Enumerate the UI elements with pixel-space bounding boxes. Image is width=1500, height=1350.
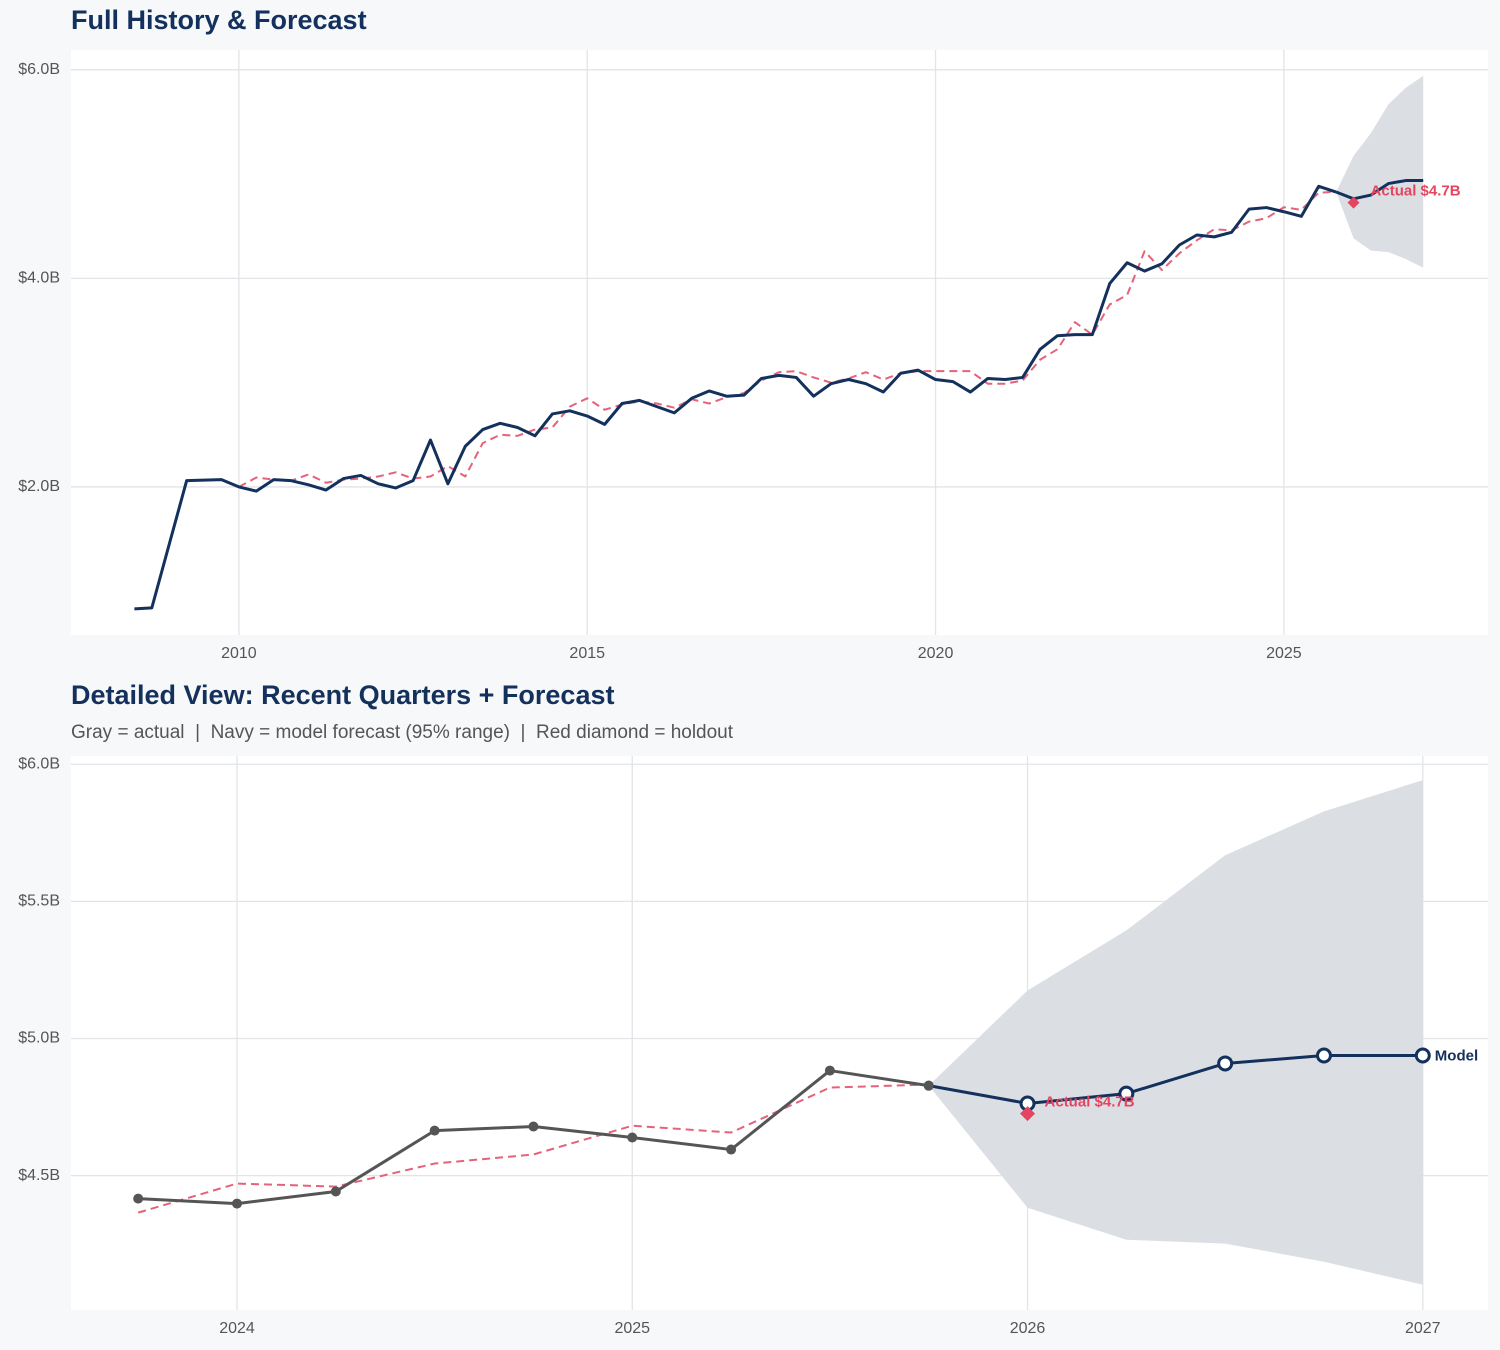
x-tick-label: 2026 [1010, 1320, 1046, 1337]
forecast-point [1217, 1055, 1234, 1072]
plot-area [71, 50, 1488, 635]
point [232, 1198, 243, 1209]
forecast-band [1336, 75, 1424, 268]
chart-subtitle: Gray = actual | Navy = model forecast (9… [71, 722, 734, 743]
x-tick-label: 2025 [614, 1320, 650, 1337]
forecast-point [1414, 1047, 1431, 1064]
point [726, 1144, 737, 1155]
point [528, 1121, 539, 1132]
y-tick-label: $4.5B [18, 1167, 60, 1184]
y-tick-label: $2.0B [18, 478, 60, 495]
series-line [134, 184, 1337, 611]
chart-title: Detailed View: Recent Quarters + Forecas… [71, 680, 614, 710]
point [133, 1193, 144, 1204]
holdout-diamond [1020, 1106, 1036, 1122]
x-tick-label: 2027 [1405, 1320, 1441, 1337]
holdout-label: Actual $4.7B [1371, 183, 1461, 200]
point [824, 1065, 835, 1076]
x-tick-label: 2010 [221, 645, 257, 662]
series-line [1335, 179, 1424, 201]
forecast-point [1118, 1085, 1135, 1102]
point [627, 1132, 638, 1143]
forecast-point [1315, 1047, 1332, 1064]
point [429, 1125, 440, 1136]
series-end-label: Model [1435, 1047, 1478, 1064]
x-tick-label: 2024 [219, 1320, 255, 1337]
y-tick-label: $6.0B [18, 755, 60, 772]
y-tick-label: $4.0B [18, 270, 60, 287]
point [923, 1080, 934, 1091]
y-tick-label: $6.0B [18, 61, 60, 78]
holdout-label: Actual $4.7B [1045, 1094, 1135, 1111]
holdout-diamond [1347, 196, 1360, 209]
fitted-line [238, 190, 1337, 488]
x-tick-label: 2025 [1266, 645, 1302, 662]
chart-title: Full History & Forecast [71, 5, 367, 35]
y-tick-label: $5.5B [18, 893, 60, 910]
x-tick-label: 2020 [918, 645, 954, 662]
forecast-band [928, 780, 1423, 1285]
point [330, 1186, 341, 1197]
y-tick-label: $5.0B [18, 1030, 60, 1047]
series-line [928, 1053, 1423, 1105]
fitted-line [137, 1083, 929, 1214]
x-tick-label: 2015 [569, 645, 605, 662]
